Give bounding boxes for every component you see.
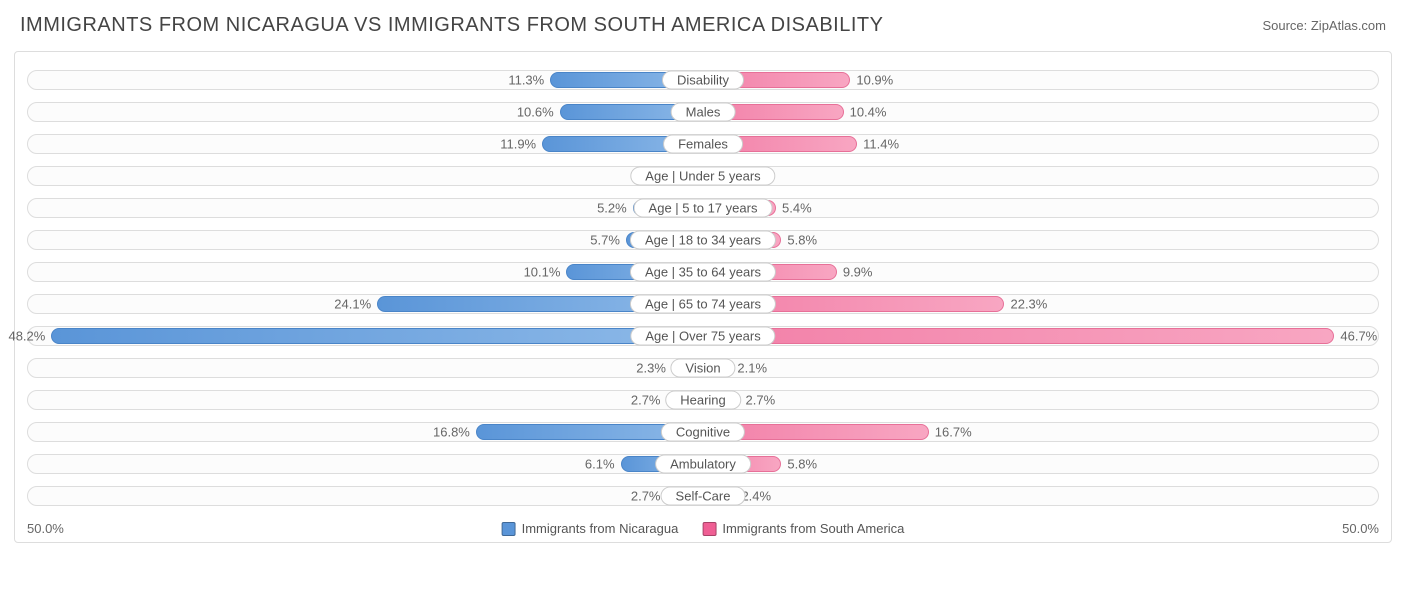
row-label: Cognitive: [661, 423, 745, 442]
value-right: 5.8%: [787, 457, 817, 472]
row-label: Self-Care: [661, 487, 746, 506]
value-right: 22.3%: [1010, 297, 1047, 312]
value-left: 6.1%: [585, 457, 615, 472]
value-right: 5.8%: [787, 233, 817, 248]
row-label: Hearing: [665, 391, 741, 410]
chart-row: 48.2%46.7%Age | Over 75 years: [27, 322, 1379, 350]
legend: Immigrants from Nicaragua Immigrants fro…: [502, 521, 905, 536]
value-left: 10.1%: [524, 265, 561, 280]
legend-swatch-left: [502, 522, 516, 536]
chart-row: 10.6% 10.4% Males: [27, 98, 1379, 126]
chart-row: 11.3% 10.9% Disability: [27, 66, 1379, 94]
chart-row: 11.9% 11.4% Females: [27, 130, 1379, 158]
row-label: Age | 35 to 64 years: [630, 263, 776, 282]
value-left: 5.2%: [597, 201, 627, 216]
chart-row: 2.7% 2.4%Self-Care: [27, 482, 1379, 510]
row-label: Females: [663, 135, 743, 154]
row-label: Age | 5 to 17 years: [634, 199, 773, 218]
value-left: 48.2%: [8, 329, 45, 344]
legend-label-right: Immigrants from South America: [722, 521, 904, 536]
value-right: 5.4%: [782, 201, 812, 216]
value-left: 11.9%: [500, 137, 536, 152]
chart-row: 5.2% 5.4% Age | 5 to 17 years: [27, 194, 1379, 222]
source-prefix: Source:: [1262, 18, 1310, 33]
bar-left: [51, 328, 703, 344]
value-left: 2.3%: [636, 361, 666, 376]
chart-row: 2.3% 2.1%Vision: [27, 354, 1379, 382]
value-left: 24.1%: [334, 297, 371, 312]
value-right: 10.4%: [850, 105, 887, 120]
chart-title: IMMIGRANTS FROM NICARAGUA VS IMMIGRANTS …: [20, 14, 883, 37]
source-link[interactable]: ZipAtlas.com: [1311, 18, 1386, 33]
value-left: 10.6%: [517, 105, 554, 120]
legend-label-left: Immigrants from Nicaragua: [522, 521, 679, 536]
chart-row: 10.1% 9.9% Age | 35 to 64 years: [27, 258, 1379, 286]
value-right: 11.4%: [863, 137, 899, 152]
row-label: Age | 18 to 34 years: [630, 231, 776, 250]
value-left: 11.3%: [508, 73, 544, 88]
value-right: 46.7%: [1340, 329, 1377, 344]
source-attribution: Source: ZipAtlas.com: [1262, 18, 1386, 33]
chart-row: 6.1% 5.8% Ambulatory: [27, 450, 1379, 478]
value-right: 10.9%: [856, 73, 893, 88]
row-label: Age | Under 5 years: [630, 167, 775, 186]
axis-left-max: 50.0%: [27, 521, 64, 536]
value-left: 16.8%: [433, 425, 470, 440]
value-right: 9.9%: [843, 265, 873, 280]
axis-right-max: 50.0%: [1342, 521, 1379, 536]
row-label: Males: [671, 103, 736, 122]
chart-row: 1.2%1.2%Age | Under 5 years: [27, 162, 1379, 190]
legend-item-right: Immigrants from South America: [702, 521, 904, 536]
row-label: Disability: [662, 71, 744, 90]
chart-row: 24.1% 22.3% Age | 65 to 74 years: [27, 290, 1379, 318]
value-right: 2.4%: [741, 489, 771, 504]
legend-swatch-right: [702, 522, 716, 536]
value-left: 2.7%: [631, 489, 661, 504]
row-label: Ambulatory: [655, 455, 751, 474]
row-label: Vision: [670, 359, 735, 378]
bar-right: [703, 328, 1334, 344]
value-left: 5.7%: [590, 233, 620, 248]
diverging-bar-chart: 11.3% 10.9% Disability 10.6% 10.4% Males 11.9%…: [14, 51, 1392, 543]
value-right: 2.7%: [746, 393, 776, 408]
row-label: Age | 65 to 74 years: [630, 295, 776, 314]
chart-row: 5.7% 5.8% Age | 18 to 34 years: [27, 226, 1379, 254]
value-right: 16.7%: [935, 425, 972, 440]
value-right: 2.1%: [737, 361, 767, 376]
chart-row: 16.8% 16.7% Cognitive: [27, 418, 1379, 446]
legend-item-left: Immigrants from Nicaragua: [502, 521, 679, 536]
row-label: Age | Over 75 years: [630, 327, 775, 346]
chart-row: 2.7% 2.7% Hearing: [27, 386, 1379, 414]
value-left: 2.7%: [631, 393, 661, 408]
